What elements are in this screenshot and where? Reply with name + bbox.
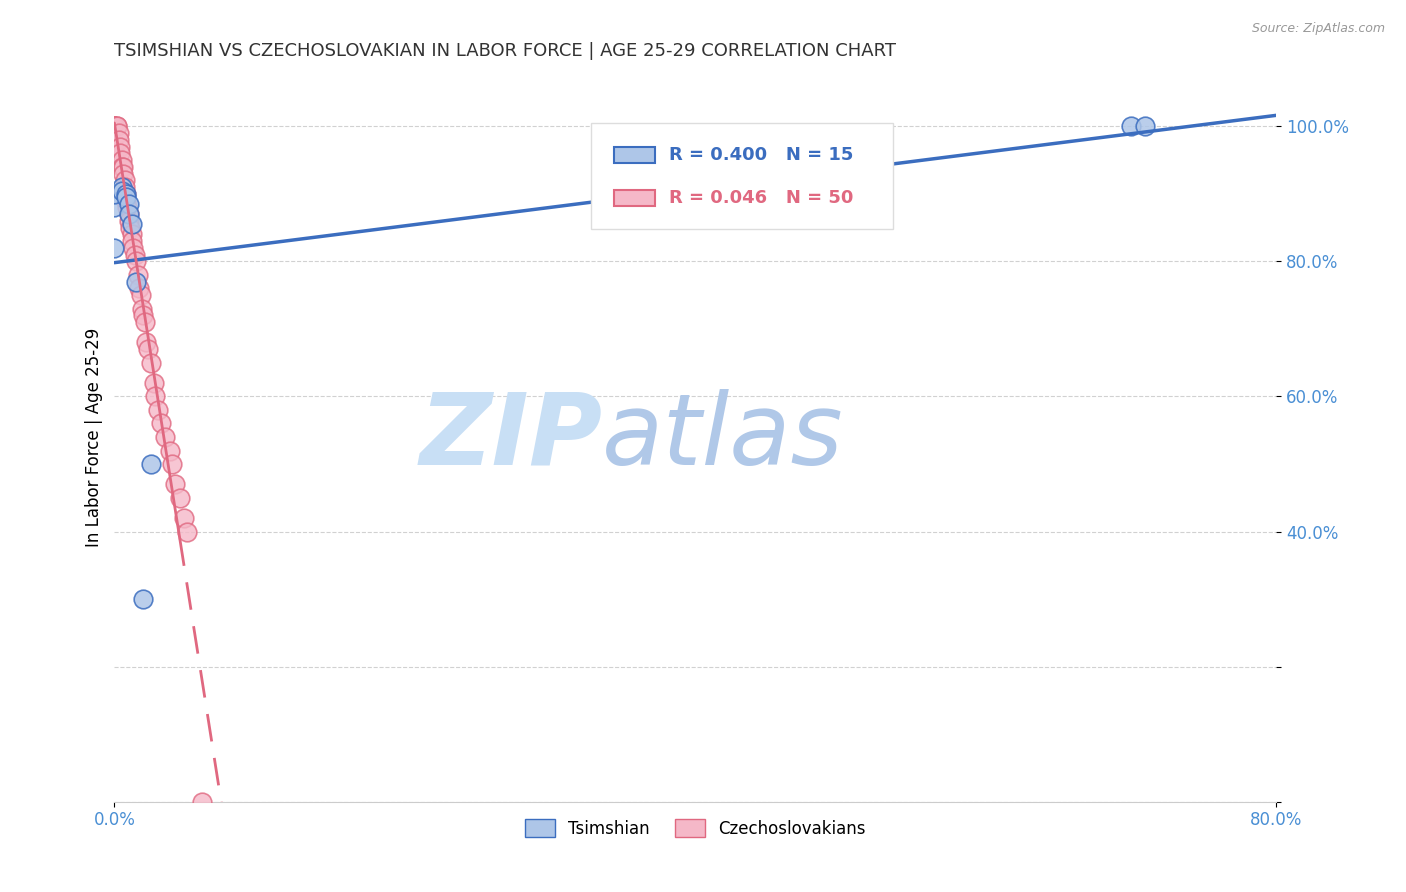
- Point: [118, 207, 141, 221]
- Point: [111, 184, 134, 198]
- Point: [124, 248, 146, 262]
- Point: [127, 268, 149, 282]
- Point: [121, 227, 143, 242]
- Text: ZIP: ZIP: [419, 389, 602, 485]
- Legend: Tsimshian, Czechoslovakians: Tsimshian, Czechoslovakians: [519, 813, 872, 845]
- Point: [132, 592, 155, 607]
- Point: [103, 241, 125, 255]
- Point: [136, 343, 159, 357]
- Point: [146, 403, 169, 417]
- Point: [110, 139, 132, 153]
- Point: [143, 389, 166, 403]
- Point: [115, 190, 138, 204]
- Text: TSIMSHIAN VS CZECHOSLOVAKIAN IN LABOR FORCE | AGE 25-29 CORRELATION CHART: TSIMSHIAN VS CZECHOSLOVAKIAN IN LABOR FO…: [114, 42, 897, 60]
- Point: [107, 126, 129, 140]
- Point: [103, 139, 125, 153]
- Point: [111, 180, 134, 194]
- Text: Source: ZipAtlas.com: Source: ZipAtlas.com: [1251, 22, 1385, 36]
- Point: [103, 201, 125, 215]
- Point: [111, 153, 134, 168]
- Point: [112, 160, 135, 174]
- Point: [115, 194, 138, 208]
- Point: [162, 457, 184, 471]
- Point: [142, 376, 165, 390]
- FancyBboxPatch shape: [591, 123, 893, 229]
- Point: [159, 443, 181, 458]
- Point: [155, 430, 177, 444]
- Point: [103, 186, 125, 201]
- Point: [173, 511, 195, 525]
- Text: R = 0.046   N = 50: R = 0.046 N = 50: [669, 189, 853, 207]
- Point: [134, 315, 156, 329]
- Point: [117, 201, 139, 215]
- Point: [105, 120, 128, 134]
- Point: [103, 120, 125, 134]
- Point: [122, 241, 145, 255]
- Point: [131, 301, 153, 316]
- Bar: [614, 190, 655, 206]
- Point: [1119, 120, 1142, 134]
- Point: [135, 335, 157, 350]
- Point: [132, 309, 155, 323]
- Point: [118, 207, 141, 221]
- Point: [1135, 120, 1157, 134]
- Point: [169, 491, 191, 505]
- Point: [139, 457, 162, 471]
- Point: [112, 167, 135, 181]
- Point: [176, 524, 198, 539]
- Point: [103, 120, 125, 134]
- Point: [114, 173, 136, 187]
- Point: [129, 288, 152, 302]
- Point: [149, 417, 172, 431]
- Point: [110, 146, 132, 161]
- Point: [125, 275, 148, 289]
- Point: [111, 160, 134, 174]
- Point: [115, 186, 138, 201]
- Text: R = 0.400   N = 15: R = 0.400 N = 15: [669, 145, 853, 163]
- Point: [139, 356, 162, 370]
- Point: [165, 477, 187, 491]
- Point: [118, 197, 141, 211]
- Point: [103, 146, 125, 161]
- Point: [125, 254, 148, 268]
- Text: atlas: atlas: [602, 389, 844, 485]
- Point: [128, 281, 150, 295]
- Point: [120, 220, 142, 235]
- Point: [115, 186, 138, 201]
- Point: [103, 120, 125, 134]
- Point: [190, 795, 212, 809]
- Point: [103, 120, 125, 134]
- Point: [118, 214, 141, 228]
- Bar: [614, 146, 655, 162]
- Point: [121, 234, 143, 248]
- Point: [105, 120, 128, 134]
- Point: [107, 133, 129, 147]
- Point: [114, 180, 136, 194]
- Point: [121, 217, 143, 231]
- Y-axis label: In Labor Force | Age 25-29: In Labor Force | Age 25-29: [86, 327, 103, 547]
